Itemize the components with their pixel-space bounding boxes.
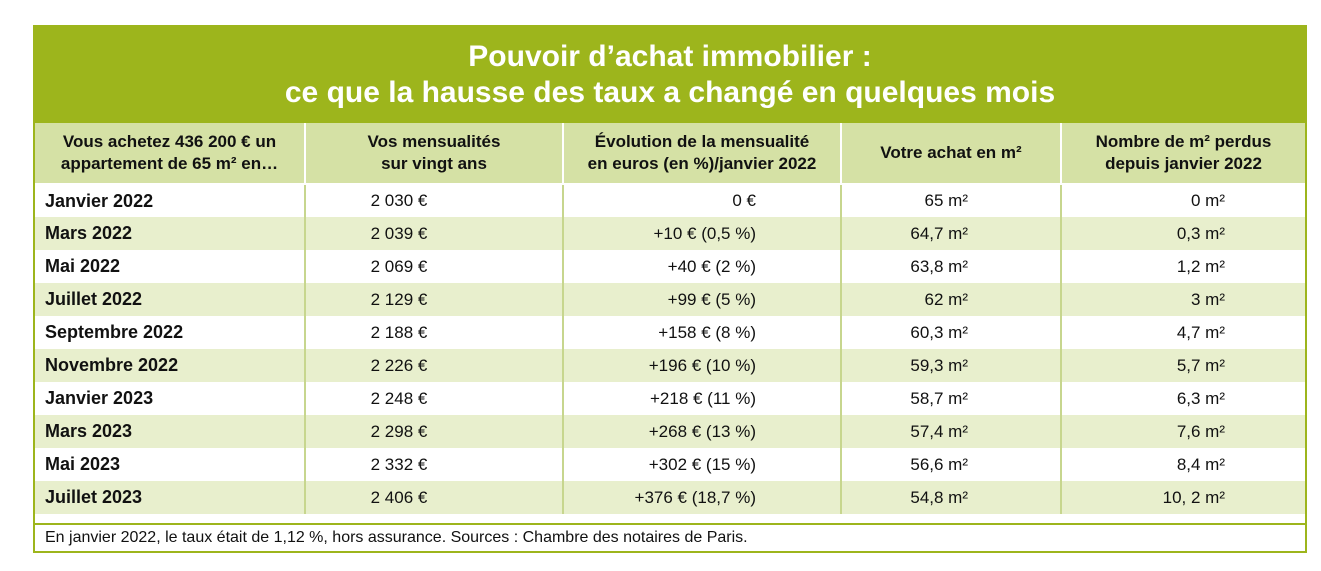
table-row: Mai 2023 2 332 € +302 € (15 %) 56,6 m² 8,4 m…	[35, 448, 1305, 481]
table-cell-area: 59,3 m²	[840, 349, 1061, 382]
footnote: En janvier 2022, le taux était de 1,12 %…	[35, 523, 1305, 551]
table-cell-period: Septembre 2022	[35, 316, 305, 349]
table-cell-change: +40 € (2 %)	[562, 250, 841, 283]
table-cell-period: Janvier 2023	[35, 382, 305, 415]
table-row: Septembre 2022 2 188 € +158 € (8 %) 60,3 m²…	[35, 316, 1305, 349]
table-cell-lost: 1,2 m²	[1060, 250, 1305, 283]
table-cell-area: 56,6 m²	[840, 448, 1061, 481]
table-cell-monthly: 2 039 €	[304, 217, 563, 250]
column-header: Vous achetez 436 200 € un appartement de …	[35, 123, 305, 185]
table-cell-monthly: 2 332 €	[304, 448, 563, 481]
table-cell-lost: 8,4 m²	[1060, 448, 1305, 481]
table-cell-lost: 4,7 m²	[1060, 316, 1305, 349]
table-cell-lost: 3 m²	[1060, 283, 1305, 316]
table-cell-lost: 5,7 m²	[1060, 349, 1305, 382]
column-header: Vos mensualités sur vingt ans	[304, 123, 563, 185]
table-cell-period: Juillet 2023	[35, 481, 305, 514]
table-cell-area: 63,8 m²	[840, 250, 1061, 283]
table-cell-change: +99 € (5 %)	[562, 283, 841, 316]
table-cell-lost: 6,3 m²	[1060, 382, 1305, 415]
table-cell-period: Mai 2023	[35, 448, 305, 481]
table-cell-change: 0 €	[562, 184, 841, 217]
table-cell-lost: 7,6 m²	[1060, 415, 1305, 448]
table-cell-area: 58,7 m²	[840, 382, 1061, 415]
table-cell-change: +302 € (15 %)	[562, 448, 841, 481]
table-cell-lost: 10, 2 m²	[1060, 481, 1305, 514]
table-cell-monthly: 2 248 €	[304, 382, 563, 415]
table-cell-period: Mai 2022	[35, 250, 305, 283]
table-cell-monthly: 2 069 €	[304, 250, 563, 283]
title-line-2: ce que la hausse des taux a changé en qu…	[284, 76, 1056, 109]
table-row: Mars 2022 2 039 € +10 € (0,5 %) 64,7 m² 0,3 …	[35, 217, 1305, 250]
table-cell-period: Mars 2022	[35, 217, 305, 250]
table-cell-monthly: 2 298 €	[304, 415, 563, 448]
table-cell-change: +196 € (10 %)	[562, 349, 841, 382]
table-cell-monthly: 2 226 €	[304, 349, 563, 382]
table-title: Pouvoir d’achat immobilier : ce que la h…	[35, 27, 1305, 123]
table-cell-monthly: 2 030 €	[304, 184, 563, 217]
column-header: Nombre de m² perdus depuis janvier 2022	[1060, 123, 1305, 185]
table-row: Juillet 2023 2 406 € +376 € (18,7 %) 54,8 m…	[35, 481, 1305, 514]
table-cell-monthly: 2 188 €	[304, 316, 563, 349]
title-line-1: Pouvoir d’achat immobilier :	[468, 40, 872, 73]
table-cell-lost: 0 m²	[1060, 184, 1305, 217]
table-frame: Pouvoir d’achat immobilier : ce que la h…	[33, 25, 1307, 553]
table-cell-area: 64,7 m²	[840, 217, 1061, 250]
header-row: Vous achetez 436 200 € un appartement de …	[35, 123, 1305, 185]
table-row: Juillet 2022 2 129 € +99 € (5 %) 62 m² 3 m²	[35, 283, 1305, 316]
table-cell-monthly: 2 129 €	[304, 283, 563, 316]
table-cell-area: 62 m²	[840, 283, 1061, 316]
table-cell-area: 57,4 m²	[840, 415, 1061, 448]
table-body: Janvier 2022 2 030 €0 €65 m² 0 m² Mars 2022…	[35, 184, 1305, 514]
table-row: Janvier 2023 2 248 € +218 € (11 %) 58,7 m² 6…	[35, 382, 1305, 415]
table-cell-area: 60,3 m²	[840, 316, 1061, 349]
table-cell-area: 65 m²	[840, 184, 1061, 217]
data-table: Vous achetez 436 200 € un appartement de …	[35, 123, 1305, 514]
table-row: Janvier 2022 2 030 €0 €65 m² 0 m²	[35, 184, 1305, 217]
table-cell-monthly: 2 406 €	[304, 481, 563, 514]
table-cell-change: +376 € (18,7 %)	[562, 481, 841, 514]
table-row: Mars 2023 2 298 € +268 € (13 %) 57,4 m² 7,6 …	[35, 415, 1305, 448]
table-cell-change: +10 € (0,5 %)	[562, 217, 841, 250]
table-row: Mai 2022 2 069 € +40 € (2 %) 63,8 m² 1,2 m²	[35, 250, 1305, 283]
table-cell-period: Novembre 2022	[35, 349, 305, 382]
column-header: Votre achat en m²	[840, 123, 1061, 185]
table-cell-area: 54,8 m²	[840, 481, 1061, 514]
table-cell-change: +158 € (8 %)	[562, 316, 841, 349]
table-cell-change: +218 € (11 %)	[562, 382, 841, 415]
table-cell-lost: 0,3 m²	[1060, 217, 1305, 250]
table-cell-change: +268 € (13 %)	[562, 415, 841, 448]
table-cell-period: Janvier 2022	[35, 184, 305, 217]
table-cell-period: Juillet 2022	[35, 283, 305, 316]
table-cell-period: Mars 2023	[35, 415, 305, 448]
table-row: Novembre 2022 2 226 € +196 € (10 %) 59,3 m²…	[35, 349, 1305, 382]
column-header: Évolution de la mensualité en euros (en %…	[562, 123, 841, 185]
